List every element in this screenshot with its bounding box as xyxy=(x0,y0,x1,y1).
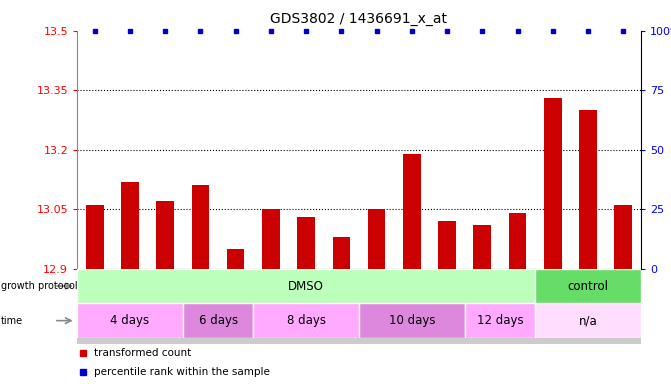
Bar xyxy=(192,185,209,269)
Bar xyxy=(438,221,456,269)
Bar xyxy=(77,303,183,338)
Text: 8 days: 8 days xyxy=(287,314,325,327)
Bar xyxy=(156,201,174,269)
Bar xyxy=(464,303,535,338)
Text: control: control xyxy=(568,280,609,293)
Text: GDS3802 / 1436691_x_at: GDS3802 / 1436691_x_at xyxy=(270,12,448,25)
Bar xyxy=(535,269,641,303)
Bar xyxy=(579,110,597,269)
Text: time: time xyxy=(1,316,23,326)
Bar xyxy=(359,303,464,338)
Bar xyxy=(183,303,254,338)
Bar xyxy=(535,303,641,338)
Text: DMSO: DMSO xyxy=(289,280,324,293)
Text: 12 days: 12 days xyxy=(476,314,523,327)
Text: 6 days: 6 days xyxy=(199,314,238,327)
Text: growth protocol: growth protocol xyxy=(1,281,77,291)
Text: transformed count: transformed count xyxy=(94,348,191,358)
Bar xyxy=(474,225,491,269)
Bar xyxy=(615,205,632,269)
Bar xyxy=(262,209,280,269)
Text: 4 days: 4 days xyxy=(111,314,150,327)
Bar xyxy=(227,249,244,269)
Bar xyxy=(509,213,526,269)
Bar xyxy=(254,303,359,338)
Bar xyxy=(403,154,421,269)
Bar xyxy=(86,205,103,269)
Bar xyxy=(544,98,562,269)
Bar xyxy=(333,237,350,269)
Text: n/a: n/a xyxy=(578,314,597,327)
Bar xyxy=(297,217,315,269)
Text: 10 days: 10 days xyxy=(389,314,435,327)
Bar xyxy=(121,182,139,269)
Bar xyxy=(368,209,385,269)
Bar xyxy=(77,269,535,303)
Text: percentile rank within the sample: percentile rank within the sample xyxy=(94,367,270,377)
